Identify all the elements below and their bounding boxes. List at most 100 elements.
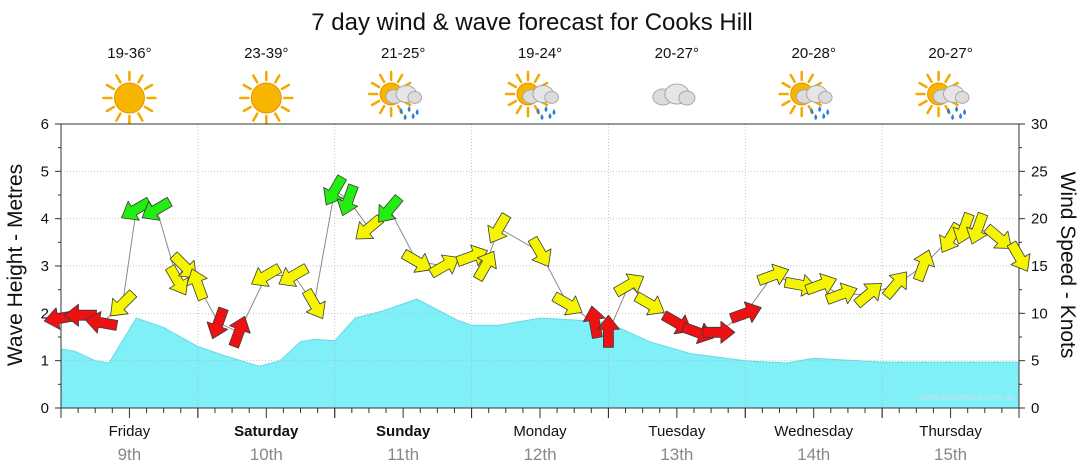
- y-tick-label-right: 5: [1031, 353, 1039, 370]
- sun-disc: [250, 82, 282, 114]
- wind-arrow: [613, 273, 645, 298]
- cloud-shape: [522, 85, 559, 104]
- cloud-part: [544, 90, 559, 104]
- wind-arrow: [400, 249, 432, 273]
- grid: [61, 124, 1019, 408]
- wind-arrow: [378, 194, 404, 223]
- wind-arrow-shape: [251, 263, 283, 287]
- wind-arrow: [110, 289, 138, 317]
- sun-cloud-rain-icon: 20-28°: [778, 45, 836, 120]
- wind-arrow-shape: [378, 194, 404, 223]
- day-date-label: 10th: [250, 445, 283, 464]
- wind-arrow: [853, 283, 882, 309]
- wind-arrow-shape: [206, 306, 229, 340]
- y-tick-label-left: 4: [41, 211, 49, 228]
- sun-ray: [105, 83, 116, 91]
- sun-ray: [944, 73, 951, 84]
- sun-ray: [789, 73, 796, 84]
- y-tick-label-left: 5: [41, 163, 49, 180]
- wind-arrow-shape: [141, 196, 173, 221]
- wind-arrow: [983, 223, 1012, 249]
- day-date-label: 13th: [660, 445, 693, 464]
- wind-arrow-shape: [186, 268, 209, 302]
- temperature-range: 20-27°: [655, 45, 699, 62]
- wind-arrow: [729, 301, 762, 324]
- sun-cloud-rain-icon: 20-27°: [915, 45, 973, 120]
- rain-drop: [552, 109, 556, 115]
- rain-drop: [822, 113, 826, 119]
- sun-ray: [137, 112, 144, 122]
- cloud-part: [818, 90, 833, 104]
- wind-arrow: [84, 311, 119, 334]
- wind-arrow-shape: [473, 250, 497, 282]
- wind-arrow-shape: [582, 305, 606, 339]
- sun-ray: [789, 104, 796, 115]
- wind-arrow-shape: [169, 251, 197, 279]
- wind-arrow-shape: [1006, 240, 1031, 272]
- wind-arrow: [251, 263, 283, 287]
- rain-drop: [810, 108, 814, 114]
- wind-arrow: [206, 306, 229, 340]
- sun-ray: [378, 73, 386, 84]
- sun-ray: [533, 73, 541, 84]
- sun-ray: [515, 104, 523, 115]
- y-tick-label-right: 20: [1031, 211, 1048, 228]
- day-date-label: 15th: [934, 445, 967, 464]
- sun-ray: [926, 104, 933, 115]
- rain-drop: [959, 113, 963, 119]
- wind-arrow: [301, 288, 326, 320]
- sun-ray: [507, 99, 518, 107]
- wind-arrow: [428, 254, 460, 279]
- wind-arrow-shape: [756, 263, 790, 286]
- wind-arrow-shape: [824, 282, 858, 305]
- y-tick-label-right: 30: [1031, 116, 1048, 133]
- y-tick-label-right: 10: [1031, 305, 1048, 322]
- sun-ray: [137, 74, 144, 84]
- sun-ray: [396, 73, 404, 84]
- wind-arrow: [141, 196, 173, 221]
- wind-arrow-shape: [455, 244, 488, 267]
- wind-arrow-shape: [527, 235, 552, 267]
- rain-drop: [411, 113, 415, 119]
- wind-arrow-shape: [702, 320, 736, 344]
- wind-arrow-shape: [853, 283, 882, 309]
- wind-arrow-shape: [633, 291, 665, 316]
- wind-arrow-shape: [983, 223, 1012, 249]
- y-tick-label-left: 1: [41, 353, 49, 370]
- rain-drop: [955, 106, 959, 112]
- sun-ray: [781, 81, 791, 89]
- sun-cloud-rain-icon: 19-24°: [504, 45, 562, 120]
- wind-arrow: [756, 263, 790, 286]
- rain-drop: [415, 109, 419, 115]
- wave-series: [60, 298, 1020, 409]
- weather-icons: 19-36° 23-39° 21-25° 19-24° 20-27° 20-28° 20-2…: [102, 45, 973, 126]
- rain-drop: [963, 109, 967, 115]
- wind-arrow: [169, 251, 197, 279]
- sun-ray: [242, 83, 252, 91]
- wind-arrow: [881, 271, 908, 301]
- wind-arrow-shape: [84, 311, 119, 334]
- sun-ray: [781, 99, 791, 107]
- wind-arrow-shape: [613, 273, 645, 298]
- day-name-label: Friday: [109, 423, 151, 440]
- sun-ray: [918, 99, 928, 107]
- rain-drop: [947, 108, 951, 114]
- sun-ray: [918, 81, 928, 89]
- rain-drop: [826, 109, 830, 115]
- wind-arrow: [527, 235, 552, 267]
- day-name-label: Wednesday: [774, 423, 853, 440]
- day-date-label: 14th: [797, 445, 830, 464]
- wind-arrow: [912, 249, 935, 283]
- cloud-part: [954, 90, 970, 104]
- chart-title: 7 day wind & wave forecast for Cooks Hil…: [311, 9, 753, 36]
- y-tick-label-left: 6: [41, 116, 49, 133]
- wind-arrow-shape: [278, 263, 310, 287]
- wind-arrow-shape: [336, 183, 359, 217]
- y-tick-label-left: 3: [41, 258, 49, 275]
- rain-drop: [814, 114, 818, 120]
- rain-drop: [399, 108, 403, 114]
- y-tick-label-right: 25: [1031, 163, 1048, 180]
- sun-ray: [378, 104, 386, 115]
- y-axis-label-right: Wind Speed - Knots: [1056, 172, 1079, 359]
- axes: 0 1 2 3 4 5 6 0 5 10 15 20 25 30 Friday 9th Saturday 10th…: [41, 116, 1048, 464]
